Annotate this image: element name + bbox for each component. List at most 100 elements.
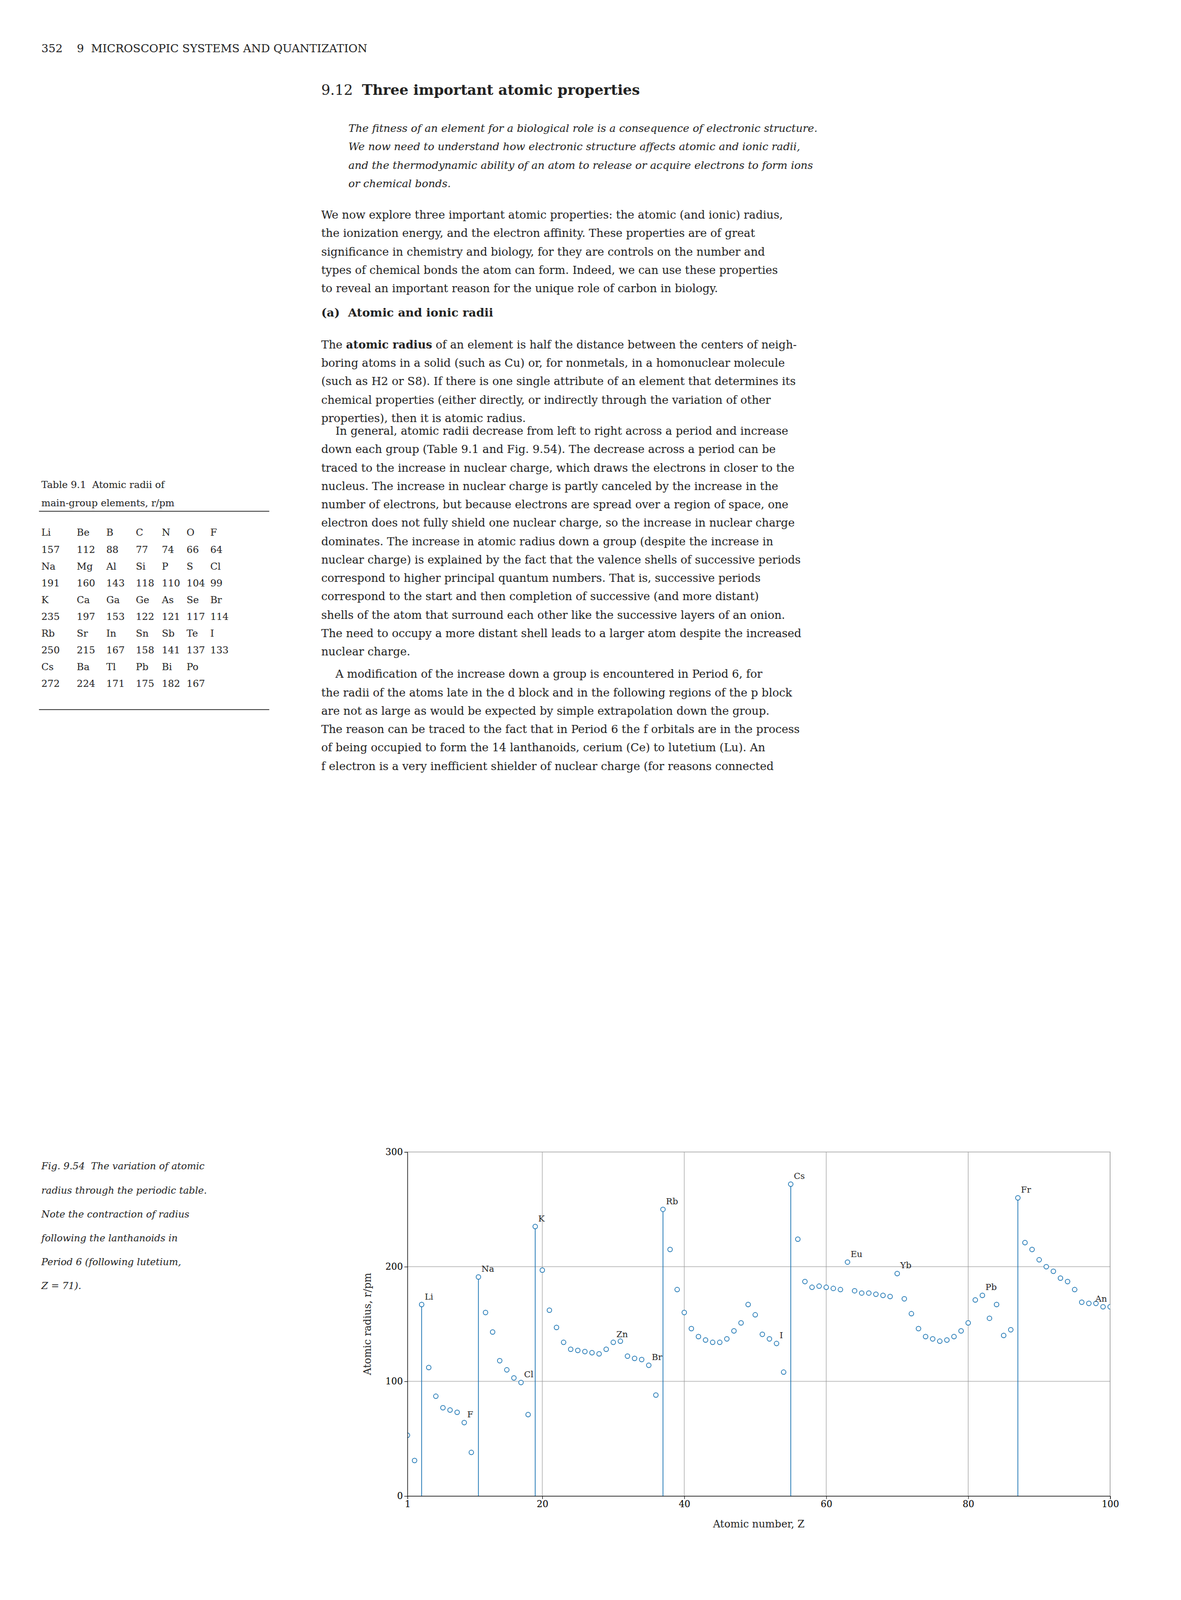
table-cell: 171 (106, 677, 125, 689)
data-point (973, 1297, 978, 1303)
table-cell: Ca (76, 594, 90, 606)
table-subtitle: main-group elements, r/pm (41, 497, 175, 509)
axis-line (407, 1496, 1111, 1500)
table-cell: Br (210, 594, 223, 606)
paragraph-line: number of electrons, but because electro… (321, 498, 789, 511)
data-point (987, 1315, 992, 1321)
data-point (745, 1302, 751, 1307)
data-point (951, 1334, 957, 1339)
table-cell: Al (106, 560, 117, 572)
data-point (731, 1328, 737, 1334)
tick-mark (404, 1381, 408, 1382)
paragraph-line: traced to the increase in nuclear charge… (321, 461, 795, 475)
data-point (518, 1380, 524, 1385)
tick: 40 (678, 1496, 691, 1510)
tick-label: 0 (397, 1490, 403, 1502)
data-point (795, 1236, 801, 1242)
reference-line (407, 1380, 1110, 1382)
table-cell: 224 (76, 677, 95, 689)
data-point (412, 1457, 418, 1463)
point-label: F (467, 1409, 474, 1420)
data-point (681, 1310, 687, 1315)
paragraph-line: We now explore three important atomic pr… (321, 208, 783, 222)
paragraph-line: The atomic radius of an element is half … (321, 337, 797, 352)
tick: 80 (962, 1496, 975, 1510)
paragraph-line: f electron is a very inefficient shielde… (321, 759, 774, 773)
data-point (469, 1450, 474, 1455)
reference-line (683, 1152, 685, 1497)
data-point (944, 1337, 950, 1343)
point-label: Cs (793, 1170, 806, 1181)
table-cell: 272 (41, 677, 60, 689)
tick: 20 (536, 1496, 549, 1510)
data-point (916, 1326, 921, 1331)
table-cell: 250 (41, 644, 60, 656)
table-cell: 137 (186, 644, 205, 656)
data-point (1100, 1304, 1106, 1310)
data-point (433, 1394, 439, 1399)
data-point (994, 1302, 999, 1307)
point-label: Cl (524, 1369, 534, 1380)
data-point (1072, 1287, 1078, 1293)
data-point (923, 1334, 928, 1339)
table-cell: 121 (161, 610, 181, 622)
data-point (526, 1412, 531, 1417)
point-label: Rb (666, 1196, 679, 1207)
plot-area (407, 1152, 1110, 1497)
data-point (759, 1332, 765, 1337)
data-point (909, 1311, 914, 1316)
tick: 100 (1101, 1496, 1120, 1510)
data-point (717, 1340, 722, 1345)
table-cell: Sb (161, 627, 175, 639)
reference-line (1109, 1152, 1111, 1497)
data-point (539, 1267, 545, 1273)
figure-caption: Fig. 9.54 The variation of atomic (40, 1160, 205, 1172)
data-point (575, 1347, 580, 1353)
data-point (1029, 1247, 1035, 1253)
table-cell: Se (186, 594, 199, 606)
data-point (568, 1346, 573, 1352)
data-point (653, 1393, 658, 1398)
reference-line (541, 1152, 543, 1497)
paragraph-line: of being occupied to form the 14 lanthan… (321, 741, 766, 754)
table-cell: 88 (106, 543, 119, 555)
tick-label: 80 (962, 1498, 975, 1510)
point-label: Zn (616, 1329, 629, 1340)
data-point (1008, 1327, 1014, 1333)
data-point (937, 1338, 943, 1344)
tick-mark (404, 1266, 408, 1268)
data-point (802, 1279, 808, 1284)
paragraph-line: The need to occupy a more distant shell … (321, 627, 802, 640)
point-label: K (538, 1213, 545, 1224)
table-cell: B (106, 526, 114, 538)
table-cell: Sn (135, 627, 149, 639)
data-point (901, 1296, 907, 1302)
paragraph-line: the radii of the atoms late in the d blo… (321, 686, 793, 700)
tick: 60 (820, 1496, 833, 1510)
table-cell: Sr (76, 627, 89, 639)
table-cell: 153 (106, 610, 125, 622)
section-number: 9.12 (321, 81, 353, 99)
data-point (632, 1356, 637, 1361)
table-cell: 197 (76, 610, 95, 622)
table-cell: 175 (135, 677, 155, 689)
table-cell: As (161, 594, 174, 606)
data-point (646, 1363, 651, 1368)
table-cell: 117 (186, 610, 205, 622)
table-cell: Pb (135, 661, 149, 673)
box-text: or chemical bonds. (348, 177, 451, 190)
data-point (752, 1312, 758, 1317)
data-point (1107, 1304, 1110, 1310)
data-point (823, 1284, 829, 1290)
table-cell: Cs (41, 661, 54, 673)
table-cell: Mg (76, 560, 93, 572)
paragraph-line: types of chemical bonds the atom can for… (321, 263, 778, 277)
table-cell: 122 (135, 610, 155, 622)
data-point (710, 1340, 715, 1345)
data-point (1036, 1257, 1042, 1263)
data-point (476, 1274, 481, 1280)
y-axis: 0100200300 (385, 1146, 408, 1502)
spike (1017, 1197, 1019, 1497)
tick-label: 60 (820, 1498, 833, 1510)
table-cell: 167 (106, 644, 125, 656)
